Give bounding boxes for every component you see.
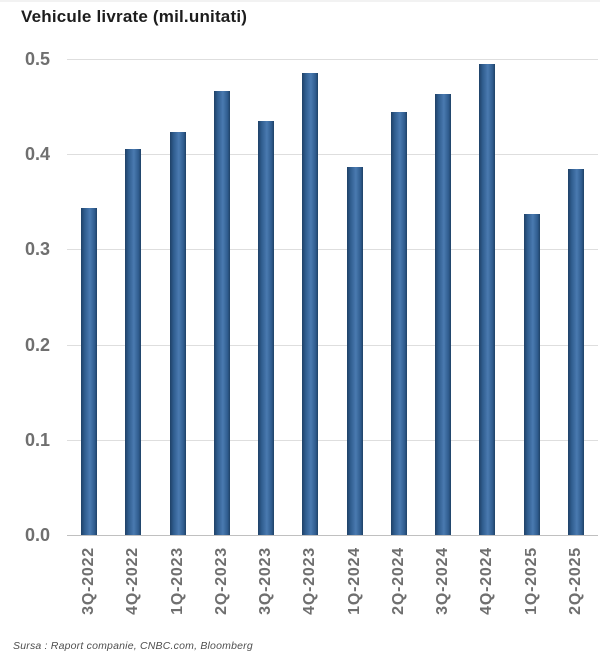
x-axis-tick-label: 1Q-2024 [345, 547, 363, 615]
y-axis-tick-label: 0.5 [24, 49, 50, 69]
gridline [67, 344, 598, 346]
x-axis-tick: 4Q-2023 [301, 547, 319, 639]
x-axis: 3Q-2022 4Q-2022 1Q-2023 2Q-2023 3Q-2023 4Q-20… [67, 547, 598, 639]
x-axis-tick-label: 3Q-2023 [257, 547, 275, 615]
x-axis-tick: 2Q-2024 [390, 547, 408, 639]
plot-area [67, 59, 598, 536]
x-axis-tick-label: 4Q-2024 [478, 547, 496, 615]
x-axis-tick: 1Q-2023 [169, 547, 187, 639]
gridline [67, 439, 598, 441]
x-axis-tick: 1Q-2024 [346, 547, 364, 639]
bar-series [67, 59, 598, 535]
bar-2Q-2023 [213, 91, 230, 535]
gridline [67, 154, 598, 156]
bar-1Q-2024 [346, 166, 363, 535]
y-axis-tick-label: 0.0 [24, 525, 50, 545]
x-axis-tick: 3Q-2022 [80, 547, 98, 639]
bar-3Q-2022 [81, 207, 98, 535]
y-axis-tick-label: 0.4 [24, 144, 50, 165]
y-axis: 0.5 0.4 0.3 0.2 0.1 0.0 [0, 2, 50, 663]
bar-1Q-2025 [523, 214, 540, 535]
bar-3Q-2024 [435, 94, 452, 535]
x-axis-tick-label: 2Q-2023 [212, 547, 230, 615]
x-axis-tick-label: 2Q-2025 [566, 547, 584, 615]
y-axis-tick-label: 0.3 [24, 239, 50, 260]
x-axis-tick: 1Q-2025 [523, 547, 541, 639]
bar-2Q-2025 [567, 169, 584, 535]
bar-2Q-2024 [390, 112, 407, 535]
x-axis-tick-label: 4Q-2023 [301, 547, 319, 615]
y-axis-tick-label: 0.1 [24, 429, 50, 450]
x-axis-tick: 3Q-2024 [434, 547, 452, 639]
x-axis-tick: 2Q-2025 [567, 547, 585, 639]
source-note: Sursa : Raport companie, CNBC.com, Bloom… [13, 640, 253, 652]
bar-4Q-2022 [125, 148, 142, 535]
x-axis-tick-label: 3Q-2024 [434, 547, 452, 615]
x-axis-tick-label: 1Q-2023 [168, 547, 186, 615]
x-axis-tick: 4Q-2024 [478, 547, 496, 639]
x-axis-tick: 3Q-2023 [257, 547, 275, 639]
x-axis-tick-label: 1Q-2025 [522, 547, 540, 615]
gridline [67, 59, 598, 60]
bar-3Q-2023 [258, 120, 275, 535]
y-axis-tick-label: 0.2 [24, 334, 50, 355]
bar-4Q-2023 [302, 73, 319, 535]
chart-title: Vehicule livrate (mil.unitati) [21, 7, 248, 26]
bar-4Q-2024 [479, 63, 496, 535]
bar-1Q-2023 [169, 132, 186, 535]
x-axis-tick-label: 3Q-2022 [80, 547, 98, 615]
x-axis-tick: 2Q-2023 [213, 547, 231, 639]
x-axis-tick-label: 4Q-2022 [124, 547, 142, 615]
x-axis-tick: 4Q-2022 [124, 547, 142, 639]
x-axis-tick-label: 2Q-2024 [389, 547, 407, 615]
gridline [67, 249, 598, 251]
